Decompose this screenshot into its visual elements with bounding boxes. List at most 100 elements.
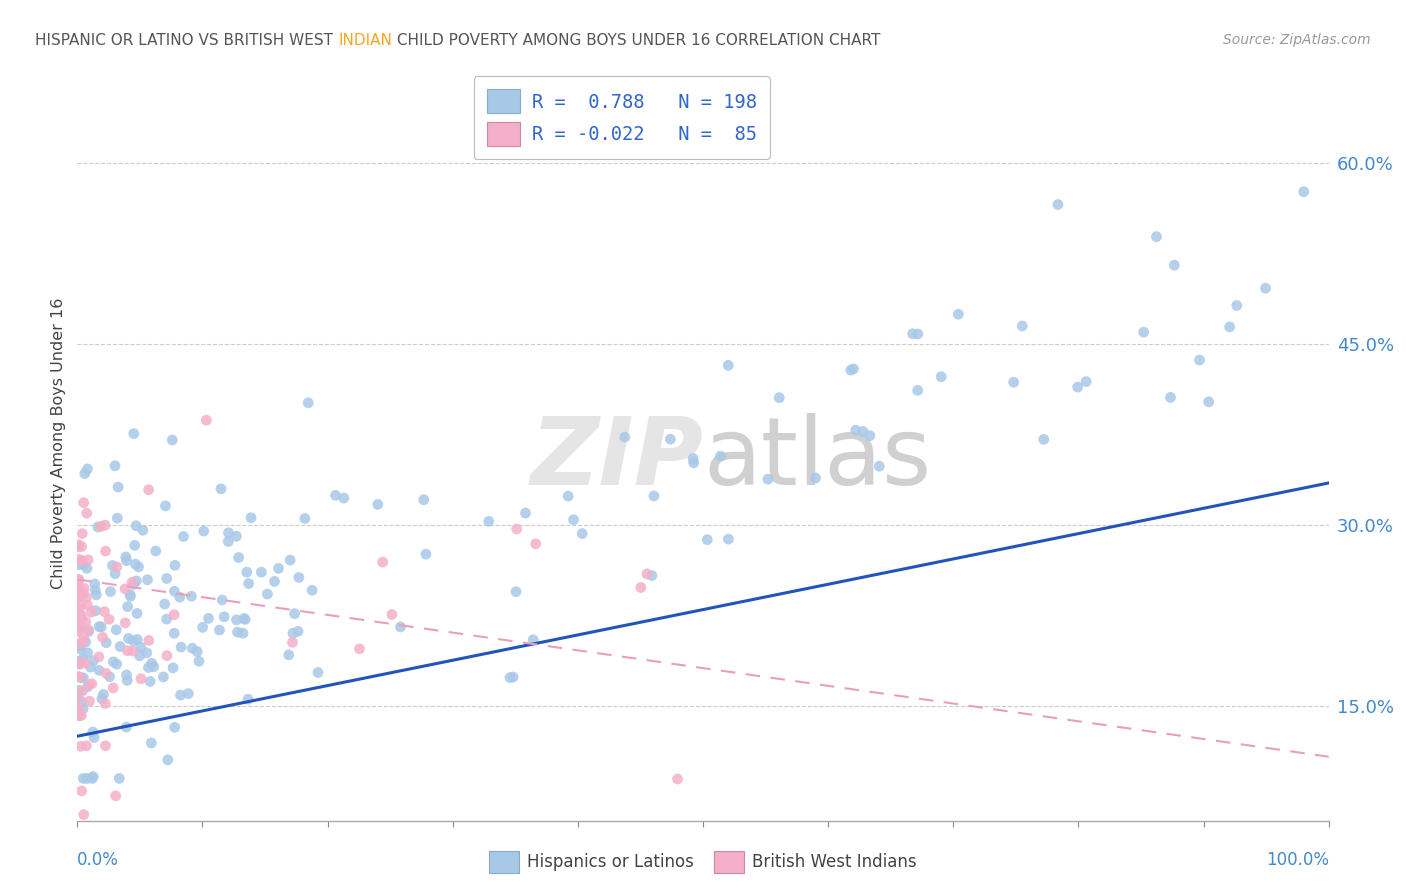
Point (72, 671, 94, 685)
Point (82, 654, 104, 668)
Point (67, 709, 90, 723)
Y-axis label: Child Poverty Among Boys Under 16: Child Poverty Among Boys Under 16 (51, 298, 66, 590)
Point (72, 586, 94, 600)
Point (756, 472, 779, 486)
Point (96, 635, 118, 649)
Point (83, 731, 105, 745)
Point (412, 492, 434, 507)
Point (67, 624, 90, 639)
Point (129, 672, 152, 686)
Point (118, 587, 141, 601)
Point (163, 584, 186, 599)
Point (69, 620, 91, 634)
Point (613, 430, 636, 444)
Point (145, 544, 167, 558)
Point (67, 573, 90, 587)
Point (67, 690, 90, 705)
Point (82, 725, 104, 739)
Point (84, 604, 107, 618)
Point (162, 433, 184, 447)
Point (499, 671, 522, 685)
Point (75, 635, 97, 649)
Point (93, 605, 115, 619)
Point (195, 413, 218, 427)
Point (630, 581, 652, 595)
Point (72, 496, 94, 510)
Point (859, 428, 882, 442)
Point (228, 550, 250, 565)
Point (682, 456, 704, 470)
Point (278, 553, 301, 567)
Point (152, 670, 174, 684)
Point (128, 648, 150, 663)
Point (77, 623, 100, 637)
Point (325, 488, 347, 502)
Point (114, 615, 136, 630)
Point (845, 423, 868, 437)
Point (90, 691, 112, 706)
Point (108, 640, 131, 654)
Point (67, 573, 90, 587)
Point (114, 582, 136, 596)
Point (907, 384, 929, 398)
Point (75, 591, 97, 605)
Point (505, 522, 527, 536)
Point (181, 641, 204, 656)
Point (212, 609, 235, 624)
Text: HISPANIC OR LATINO VS BRITISH WEST: HISPANIC OR LATINO VS BRITISH WEST (35, 33, 337, 48)
Point (294, 511, 316, 525)
Point (98, 670, 121, 684)
Point (717, 532, 740, 546)
Point (114, 549, 136, 564)
Point (186, 645, 208, 659)
Point (125, 518, 148, 533)
Point (72, 558, 94, 572)
Point (263, 574, 285, 589)
Point (70, 540, 93, 554)
Point (225, 613, 247, 627)
Point (72, 629, 94, 643)
Point (641, 568, 664, 582)
Point (93, 687, 115, 701)
Point (852, 425, 875, 439)
Point (1163, 258, 1185, 272)
Point (389, 620, 412, 634)
Point (69, 615, 91, 629)
Point (522, 632, 544, 647)
Point (67, 637, 90, 651)
Point (122, 634, 145, 648)
Point (138, 633, 160, 648)
Point (101, 558, 124, 573)
Point (122, 644, 145, 658)
Point (371, 555, 394, 569)
Point (211, 593, 233, 607)
Point (105, 623, 128, 637)
Point (67, 657, 90, 671)
Point (333, 491, 356, 505)
Point (142, 659, 165, 673)
Point (163, 720, 186, 734)
Point (1076, 375, 1098, 389)
Point (73, 582, 96, 596)
Point (515, 506, 537, 520)
Point (100, 584, 122, 599)
Point (238, 576, 260, 591)
Text: ZIP: ZIP (530, 413, 703, 505)
Point (84, 583, 107, 598)
Point (76, 680, 98, 694)
Point (197, 611, 219, 625)
Point (69, 739, 91, 754)
Point (1198, 394, 1220, 409)
Point (91, 630, 114, 644)
Point (138, 660, 160, 674)
Point (367, 498, 389, 512)
Point (105, 560, 128, 574)
Point (1159, 391, 1181, 405)
Point (87, 520, 110, 534)
Text: 100.0%: 100.0% (1265, 851, 1329, 869)
Point (868, 459, 890, 474)
Point (117, 643, 139, 657)
Point (1254, 281, 1277, 295)
Point (67, 611, 90, 625)
Point (73, 467, 96, 481)
